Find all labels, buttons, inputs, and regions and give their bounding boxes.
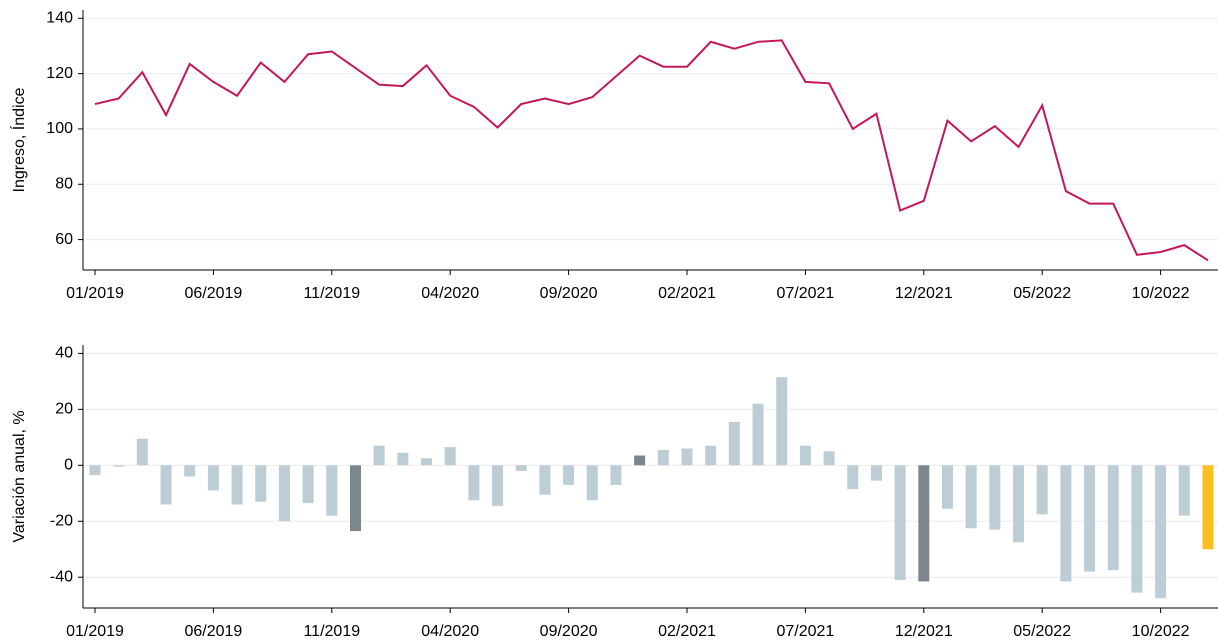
- x-tick-label: 04/2020: [421, 623, 479, 640]
- y-tick-label: 100: [46, 120, 73, 137]
- bar: [965, 465, 977, 529]
- x-tick-label: 04/2020: [421, 285, 479, 302]
- bar: [492, 465, 504, 506]
- x-tick-label: 09/2020: [540, 285, 598, 302]
- bar: [421, 458, 433, 466]
- bar: [1131, 465, 1143, 593]
- bar: [989, 465, 1001, 530]
- x-tick-label: 02/2021: [658, 285, 716, 302]
- y-tick-label: -40: [50, 568, 73, 585]
- x-tick-label: 12/2021: [895, 285, 953, 302]
- y-axis-label: Variación anual, %: [11, 410, 28, 542]
- bar: [752, 403, 764, 466]
- bar: [681, 448, 693, 466]
- x-tick-label: 09/2020: [540, 623, 598, 640]
- x-tick-label: 11/2019: [303, 623, 360, 640]
- y-tick-label: 40: [55, 345, 73, 362]
- bar: [1013, 465, 1025, 543]
- bar: [326, 465, 338, 516]
- bar: [776, 377, 788, 466]
- bar: [113, 465, 125, 467]
- y-tick-label: 20: [55, 401, 73, 418]
- bar: [847, 465, 859, 490]
- x-tick-label: 05/2022: [1013, 623, 1071, 640]
- bar: [1036, 465, 1048, 515]
- bar: [278, 465, 290, 522]
- bar: [1178, 465, 1190, 516]
- bar: [160, 465, 172, 505]
- bar: [823, 451, 835, 466]
- bar: [444, 447, 456, 466]
- line: [94, 39, 1209, 262]
- bar: [136, 438, 148, 466]
- bar: [1084, 465, 1096, 572]
- bar: [1060, 465, 1072, 582]
- bar: [894, 465, 906, 581]
- y-tick-label: 60: [55, 231, 73, 248]
- x-tick-label: 07/2021: [776, 285, 834, 302]
- x-tick-label: 12/2021: [895, 623, 953, 640]
- y-tick-label: -20: [50, 512, 73, 529]
- bar: [799, 445, 811, 466]
- x-tick-label: 10/2022: [1132, 623, 1190, 640]
- bar: [1107, 465, 1119, 571]
- x-tick-label: 07/2021: [776, 623, 834, 640]
- bar: [515, 465, 527, 471]
- x-tick-label: 01/2019: [66, 623, 124, 640]
- bar: [207, 465, 219, 491]
- x-tick-label: 06/2019: [184, 623, 242, 640]
- x-tick-label: 02/2021: [658, 623, 716, 640]
- bar: [563, 465, 575, 485]
- bar: [1202, 465, 1214, 550]
- bar: [634, 455, 646, 466]
- bar: [231, 465, 243, 505]
- bar: [255, 465, 267, 502]
- x-tick-label: 06/2019: [184, 285, 242, 302]
- y-tick-label: 120: [46, 65, 73, 82]
- bar: [184, 465, 196, 477]
- bar: [539, 465, 551, 495]
- x-tick-label: 01/2019: [66, 285, 124, 302]
- bar: [373, 445, 385, 466]
- bar: [468, 465, 480, 501]
- bar: [397, 452, 409, 466]
- bar: [918, 465, 930, 582]
- bar: [610, 465, 622, 485]
- bar: [349, 465, 361, 532]
- bar: [941, 465, 953, 509]
- y-tick-label: 140: [46, 10, 73, 27]
- bar: [728, 421, 740, 466]
- x-tick-label: 05/2022: [1013, 285, 1071, 302]
- x-tick-label: 10/2022: [1132, 285, 1190, 302]
- bar: [89, 465, 101, 476]
- bar: [586, 465, 598, 501]
- y-tick-label: 0: [64, 457, 73, 474]
- x-tick-label: 11/2019: [303, 285, 360, 302]
- bar: [657, 449, 669, 466]
- y-axis-label: Ingreso, Índice: [9, 87, 28, 192]
- bar: [870, 465, 882, 481]
- bar: [302, 465, 314, 504]
- bar: [705, 445, 717, 466]
- y-tick-label: 80: [55, 175, 73, 192]
- bar: [1155, 465, 1167, 599]
